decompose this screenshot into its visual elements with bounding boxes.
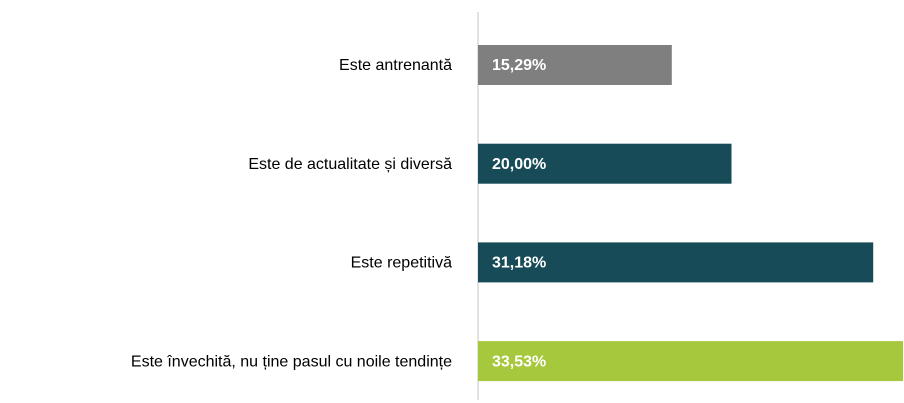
category-label: Este învechită, nu ține pasul cu noile t… bbox=[131, 353, 452, 370]
value-label: 15,29% bbox=[492, 57, 546, 74]
bar bbox=[478, 341, 903, 382]
bar bbox=[478, 143, 732, 184]
bar bbox=[478, 45, 672, 85]
bar bbox=[478, 242, 874, 283]
value-label: 20,00% bbox=[492, 156, 546, 173]
category-label: Este antrenantă bbox=[339, 57, 452, 74]
value-label: 31,18% bbox=[492, 255, 546, 272]
category-label: Este de actualitate și diversă bbox=[248, 156, 452, 173]
value-label: 33,53% bbox=[492, 353, 546, 370]
category-label: Este repetitivă bbox=[351, 255, 452, 272]
